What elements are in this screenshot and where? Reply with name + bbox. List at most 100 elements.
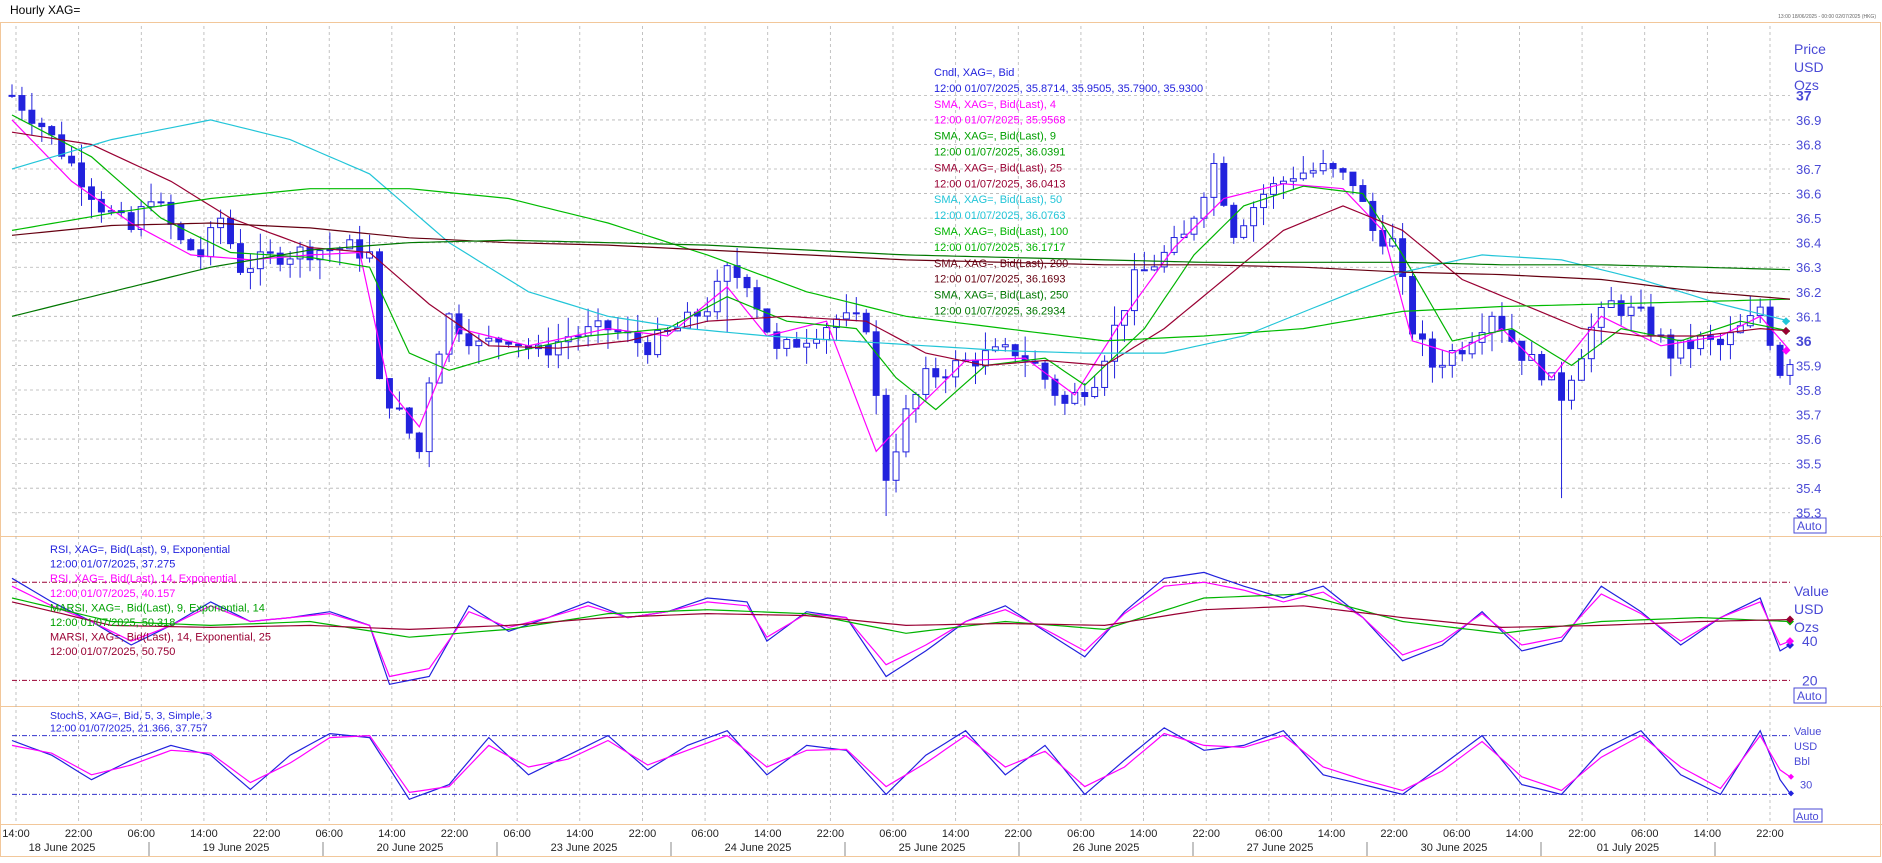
- price-series-line-1: [11, 114, 1791, 411]
- candle-body: [1121, 310, 1128, 326]
- candle-body: [1438, 364, 1446, 368]
- x-date-label: 26 June 2025: [1073, 842, 1140, 854]
- candle-body: [803, 342, 811, 348]
- x-time-label: 06:00: [1443, 828, 1471, 840]
- candle-body: [594, 320, 602, 328]
- price-series-line-4: [11, 188, 1791, 342]
- candle-body: [78, 162, 85, 188]
- candle-body: [1270, 183, 1277, 195]
- price-legend-entry: 12:00 01/07/2025, 35.9568: [934, 115, 1066, 127]
- price-tick-label: 36.6: [1796, 187, 1821, 202]
- x-time-label: 06:00: [128, 828, 156, 840]
- candles: [8, 84, 1794, 517]
- candle-body: [8, 94, 16, 97]
- rsi-legend-entry: 12:00 01/07/2025, 50.318: [50, 617, 175, 629]
- candle-body: [1091, 386, 1099, 398]
- price-tick-label: 36.9: [1796, 113, 1821, 128]
- stoch-tick-label: 30: [1800, 780, 1812, 792]
- candle-body: [38, 122, 46, 128]
- candle-body: [1448, 350, 1456, 366]
- price-axis-header: Ozs: [1794, 77, 1819, 93]
- price-tick-label: 36.8: [1796, 137, 1821, 152]
- candle-body: [1051, 378, 1059, 396]
- x-date-label: 23 June 2025: [551, 842, 618, 854]
- candle-body: [1101, 360, 1109, 388]
- x-date-label: 24 June 2025: [725, 842, 792, 854]
- price-tick-label: 36.5: [1796, 211, 1821, 226]
- stoch-value-marker: [1788, 790, 1794, 797]
- candle-body: [1399, 238, 1407, 277]
- x-date-label: 27 June 2025: [1247, 842, 1314, 854]
- rsi-axis-header: Value: [1794, 583, 1829, 599]
- candle-body: [1468, 341, 1476, 355]
- price-series-line-6: [11, 239, 1791, 317]
- price-legend-entry: SMA, XAG=, Bid(Last), 25: [934, 162, 1062, 174]
- price-legend-entry: 12:00 01/07/2025, 36.2934: [934, 306, 1066, 318]
- candle-body: [842, 312, 850, 320]
- x-time-label: 14:00: [378, 828, 406, 840]
- price-value-marker: [1782, 346, 1790, 355]
- candle-body: [415, 432, 423, 453]
- candle-body: [48, 126, 56, 136]
- candle-body: [1458, 350, 1466, 355]
- stoch-axis-header: Value: [1794, 726, 1821, 738]
- auto-button-rsi: [1793, 687, 1827, 704]
- price-tick-label: 36: [1796, 333, 1812, 349]
- rsi-series-line-1: [11, 581, 1791, 678]
- price-legend-entry: SMA, XAG=, Bid(Last), 100: [934, 226, 1068, 238]
- price-tick-label: 35.7: [1796, 408, 1821, 423]
- candle-body: [1309, 170, 1317, 174]
- x-time-label: 22:00: [1192, 828, 1220, 840]
- candle-body: [266, 251, 274, 254]
- stoch-series-line-1: [11, 732, 1791, 794]
- price-tick-label: 35.5: [1796, 457, 1821, 472]
- x-time-label: 22:00: [1005, 828, 1033, 840]
- price-legend-entry: Cndl, XAG=, Bid: [934, 67, 1014, 79]
- price-value-marker: [1782, 317, 1790, 326]
- stoch-legend-entry: StochS, XAG=, Bid, 5, 3, Simple, 3: [50, 710, 212, 722]
- rsi-legend-entry: RSI, XAG=, Bid(Last), 9, Exponential: [50, 544, 230, 556]
- candle-body: [227, 217, 234, 245]
- price-tick-label: 36.7: [1796, 162, 1821, 177]
- candle-body: [435, 353, 443, 384]
- candle-body: [197, 249, 205, 258]
- candle-body: [644, 342, 652, 356]
- candle-body: [1220, 162, 1228, 206]
- rsi-legend-entry: 12:00 01/07/2025, 40.157: [50, 588, 175, 600]
- candle-body: [1001, 344, 1009, 348]
- x-time-label: 22:00: [1568, 828, 1596, 840]
- candle-body: [1717, 338, 1724, 346]
- candle-body: [1756, 306, 1764, 317]
- x-time-label: 14:00: [1318, 828, 1346, 840]
- x-time-label: 06:00: [1255, 828, 1283, 840]
- candle-body: [793, 339, 801, 348]
- candle-body: [1617, 300, 1625, 316]
- candle-body: [1299, 172, 1307, 180]
- price-value-marker: [1782, 327, 1790, 336]
- candle-body: [1577, 358, 1585, 381]
- price-legend-entry: SMA, XAG=, Bid(Last), 9: [934, 131, 1056, 143]
- candle-body: [1667, 334, 1675, 359]
- candle-body: [346, 239, 354, 250]
- candle-body: [137, 206, 145, 230]
- price-tick-label: 36.3: [1796, 260, 1821, 275]
- candle-body: [515, 343, 523, 347]
- stoch-legend-entry: 12:00 01/07/2025, 21.366, 37.757: [50, 723, 208, 735]
- candle-body: [703, 311, 711, 317]
- candle-body: [813, 338, 821, 344]
- price-legend-entry: SMA, XAG=, Bid(Last), 50: [934, 194, 1062, 206]
- chart-frame: [0, 22, 1881, 857]
- candle-body: [773, 331, 781, 349]
- candle-body: [1786, 364, 1794, 376]
- candle-body: [356, 239, 364, 259]
- candle-body: [872, 331, 880, 396]
- rsi-axis-header: Ozs: [1794, 619, 1819, 635]
- candle-body: [902, 408, 910, 453]
- price-legend-entry: 12:00 01/07/2025, 36.0763: [934, 210, 1066, 222]
- stoch-axis-header: USD: [1794, 741, 1817, 753]
- candle-body: [1130, 269, 1138, 312]
- rsi-series-line-2: [11, 593, 1791, 638]
- price-axis-header: USD: [1794, 59, 1824, 75]
- candle-body: [1339, 168, 1347, 173]
